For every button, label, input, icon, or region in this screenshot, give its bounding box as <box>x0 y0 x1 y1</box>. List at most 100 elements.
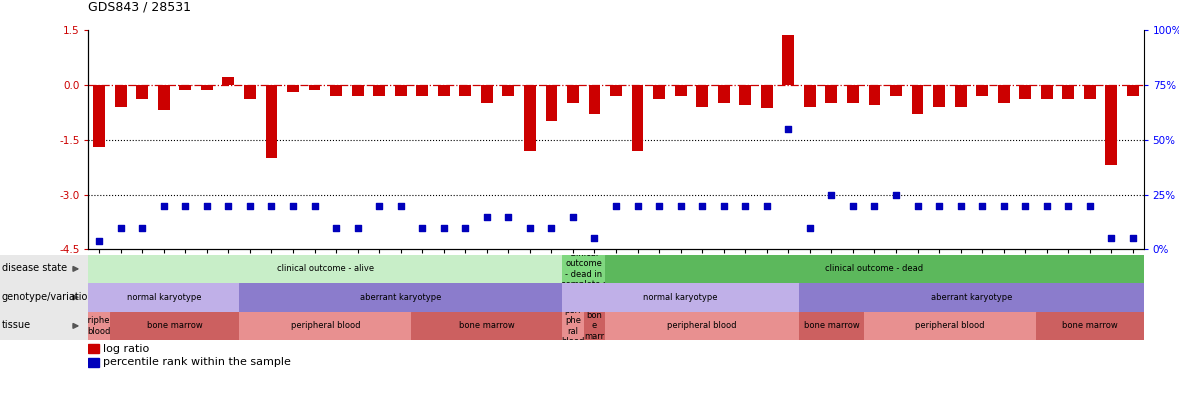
Text: normal karyotype: normal karyotype <box>644 293 718 302</box>
Bar <box>632 85 644 150</box>
Point <box>499 213 518 220</box>
Point <box>241 202 259 209</box>
Point <box>542 224 561 230</box>
Point <box>1038 202 1056 209</box>
Point <box>477 213 496 220</box>
Point <box>327 224 345 230</box>
Bar <box>416 85 428 95</box>
Point <box>1016 202 1035 209</box>
Bar <box>460 85 472 95</box>
Point <box>1059 202 1078 209</box>
Text: clinical outcome - alive: clinical outcome - alive <box>277 265 374 273</box>
Point <box>693 202 712 209</box>
Bar <box>911 85 923 114</box>
Text: bone marrow: bone marrow <box>146 322 203 330</box>
Bar <box>309 85 321 90</box>
Point <box>176 202 195 209</box>
Point <box>865 202 884 209</box>
Text: peripheral blood: peripheral blood <box>915 322 984 330</box>
Bar <box>976 85 988 95</box>
Point <box>456 224 475 230</box>
Bar <box>88 345 99 353</box>
Point <box>973 202 992 209</box>
Bar <box>158 85 170 110</box>
Bar <box>223 77 235 85</box>
Point <box>714 202 733 209</box>
Bar <box>1020 85 1032 99</box>
Bar <box>997 85 1009 103</box>
Point <box>111 224 130 230</box>
Bar <box>88 358 99 367</box>
Bar <box>330 85 342 95</box>
Point <box>736 202 755 209</box>
Point <box>133 224 152 230</box>
Bar <box>395 85 407 95</box>
Point <box>154 202 173 209</box>
Point <box>391 202 410 209</box>
Point <box>1124 235 1142 242</box>
Point <box>348 224 367 230</box>
Bar <box>760 85 772 109</box>
Text: aberrant karyotype: aberrant karyotype <box>930 293 1012 302</box>
Point <box>413 224 432 230</box>
Text: genotype/variation: genotype/variation <box>2 292 94 302</box>
Point <box>628 202 647 209</box>
Text: disease state: disease state <box>2 263 67 273</box>
Text: bone marrow: bone marrow <box>804 322 859 330</box>
Point <box>757 202 776 209</box>
Point <box>801 224 819 230</box>
Bar <box>588 85 600 114</box>
Bar <box>546 85 558 121</box>
Bar <box>244 85 256 99</box>
Bar <box>825 85 837 103</box>
Bar <box>1062 85 1074 99</box>
Bar <box>783 35 795 85</box>
Bar <box>739 85 751 105</box>
Text: clinical outcome - dead: clinical outcome - dead <box>825 265 923 273</box>
Point <box>370 202 389 209</box>
Point <box>219 202 238 209</box>
Text: tissue: tissue <box>2 320 31 330</box>
Bar <box>114 85 126 107</box>
Bar <box>718 85 730 103</box>
Text: aberrant karyotype: aberrant karyotype <box>360 293 441 302</box>
Text: percentile rank within the sample: percentile rank within the sample <box>104 357 291 367</box>
Text: normal karyotype: normal karyotype <box>126 293 202 302</box>
Point <box>520 224 539 230</box>
Bar <box>697 85 709 107</box>
Bar <box>933 85 946 107</box>
Point <box>585 235 604 242</box>
Point <box>262 202 281 209</box>
Bar <box>523 85 535 150</box>
Bar <box>847 85 858 103</box>
Bar <box>567 85 579 103</box>
Text: GDS843 / 28531: GDS843 / 28531 <box>88 1 191 14</box>
Point <box>843 202 862 209</box>
Point <box>887 191 905 198</box>
Text: peripheral blood: peripheral blood <box>667 322 737 330</box>
Text: peripheral
blood: peripheral blood <box>78 316 121 335</box>
Bar <box>1106 85 1118 165</box>
Bar <box>481 85 493 103</box>
Bar <box>1084 85 1095 99</box>
Bar <box>502 85 514 95</box>
Point <box>929 202 948 209</box>
Bar <box>286 85 299 92</box>
Bar <box>1127 85 1139 95</box>
Bar <box>653 85 665 99</box>
Bar <box>179 85 191 90</box>
Point <box>951 202 970 209</box>
Point <box>994 202 1013 209</box>
Text: bone marrow: bone marrow <box>1062 322 1118 330</box>
Text: peripheral blood: peripheral blood <box>290 322 360 330</box>
Point <box>650 202 668 209</box>
Bar <box>200 85 212 90</box>
Bar <box>265 85 277 158</box>
Bar <box>804 85 816 107</box>
Bar <box>610 85 623 95</box>
Point <box>305 202 324 209</box>
Text: log ratio: log ratio <box>104 343 150 354</box>
Text: bon
e
marr: bon e marr <box>585 311 605 341</box>
Text: clinical
outcome
- dead in
complete r: clinical outcome - dead in complete r <box>561 249 606 289</box>
Point <box>779 126 798 132</box>
